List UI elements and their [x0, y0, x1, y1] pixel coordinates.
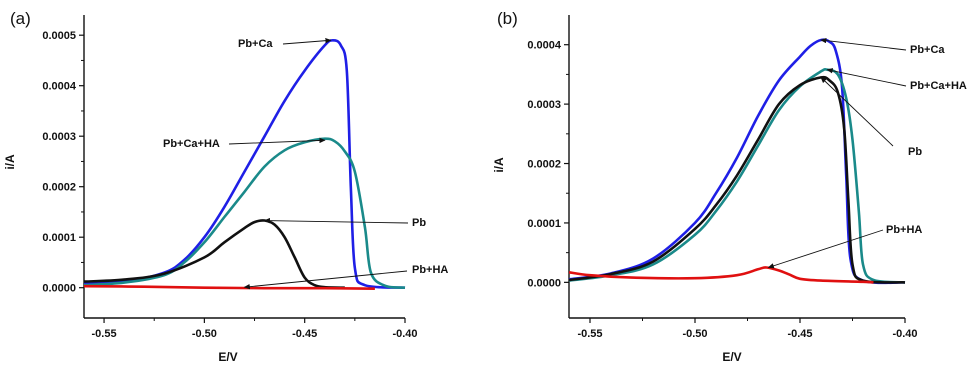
annotation-arrow-pb-ca-ha-a: [228, 137, 326, 145]
annotation-arrow-pb-a: [263, 217, 409, 224]
x-tick-label-a: -0.55: [92, 328, 117, 340]
annotations-b: Pb+Ca Pb+Ca+HA Pb Pb+HA: [886, 44, 967, 236]
annotation-pb-ha-a: Pb+HA: [412, 264, 448, 276]
y-tick-label-a: 0.0002: [42, 182, 76, 194]
series-line-pb-ca-ha-b: [568, 68, 906, 284]
x-tick-label-a: -0.45: [292, 328, 317, 340]
annotations-a: Pb+Ca Pb+Ca+HA Pb Pb+HA: [163, 38, 448, 276]
annotation-arrow-pb-ca-b: [820, 37, 907, 51]
x-tick-label-b: -0.55: [577, 328, 602, 340]
panel-label-b: (b): [497, 9, 518, 28]
annotation-arrow-pb-ha-a: [243, 270, 408, 290]
y-tick-label-b: 0.0000: [527, 277, 561, 289]
y-axis-label-b: i/A: [492, 157, 506, 173]
y-tick-label-b: 0.0004: [527, 40, 562, 52]
x-tick-label-a: -0.40: [392, 328, 417, 340]
y-tick-label-a: 0.0003: [42, 131, 76, 143]
x-tick-label-b: -0.40: [892, 328, 917, 340]
series-line-pb-b: [568, 75, 906, 284]
annotation-pb-b: Pb: [908, 146, 922, 158]
y-tick-label-a: 0.0000: [42, 283, 76, 295]
y-axis-label-a: i/A: [3, 154, 17, 170]
annotation-pb-ca-b: Pb+Ca: [910, 44, 945, 56]
x-axis-label-a: E/V: [218, 350, 237, 364]
annotation-pb-ca-ha-b: Pb+Ca+HA: [910, 80, 967, 92]
x-tick-label-b: -0.45: [787, 328, 812, 340]
x-axis-label-b: E/V: [722, 350, 741, 364]
y-tick-label-a: 0.0001: [42, 232, 76, 244]
panel-b: (b) E/V i/A Pb+Ca Pb+Ca+HA Pb Pb+HA 0.00…: [492, 9, 967, 364]
annotation-arrow-pb-ca-a: [282, 37, 332, 45]
y-tick-label-a: 0.0005: [42, 30, 76, 42]
y-tick-label-a: 0.0004: [42, 81, 77, 93]
annotation-arrow-pb-b: [820, 76, 894, 147]
y-tick-label-b: 0.0002: [527, 159, 561, 171]
annotation-pb-ca-a: Pb+Ca: [238, 38, 273, 50]
series-line-pb-ca-a: [83, 39, 406, 289]
y-tick-label-b: 0.0003: [527, 99, 561, 111]
annotation-arrow-pb-ca-ha-b: [826, 68, 907, 87]
annotation-pb-a: Pb: [412, 217, 426, 229]
series-line-pb-ha-a: [83, 284, 375, 290]
annotation-pb-ha-b: Pb+HA: [886, 224, 922, 236]
x-tick-label-b: -0.50: [682, 328, 707, 340]
annotation-arrow-pb-ha-b: [767, 229, 884, 269]
panel-label-a: (a): [10, 9, 31, 28]
panel-a: (a) E/V i/A Pb+Ca Pb+Ca+HA Pb Pb+HA 0.00…: [3, 9, 448, 364]
x-tick-label-a: -0.50: [192, 328, 217, 340]
series-line-pb-ha-b: [568, 266, 874, 284]
series-line-pb-ca-ha-a: [83, 137, 406, 289]
annotation-pb-ca-ha-a: Pb+Ca+HA: [163, 138, 220, 150]
y-tick-label-b: 0.0001: [527, 218, 561, 230]
